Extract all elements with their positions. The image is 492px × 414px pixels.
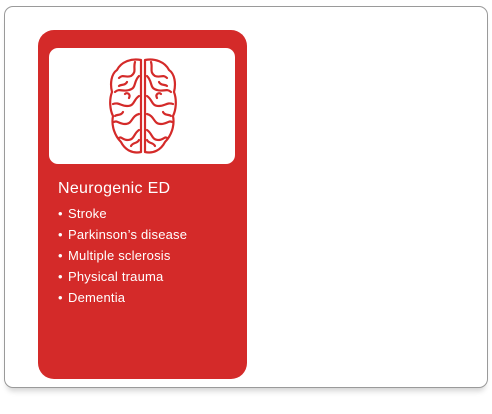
image-panel — [49, 48, 235, 164]
condition-list: Stroke Parkinson’s disease Multiple scle… — [58, 203, 187, 308]
neurogenic-ed-card: Neurogenic ED Stroke Parkinson’s disease… — [38, 30, 247, 379]
list-item: Physical trauma — [58, 266, 187, 287]
brain-icon — [109, 58, 177, 154]
diagram-frame: Neurogenic ED Stroke Parkinson’s disease… — [4, 6, 488, 388]
list-item: Stroke — [58, 203, 187, 224]
card-title: Neurogenic ED — [58, 180, 171, 197]
list-item: Parkinson’s disease — [58, 224, 187, 245]
list-item: Multiple sclerosis — [58, 245, 187, 266]
list-item: Dementia — [58, 287, 187, 308]
